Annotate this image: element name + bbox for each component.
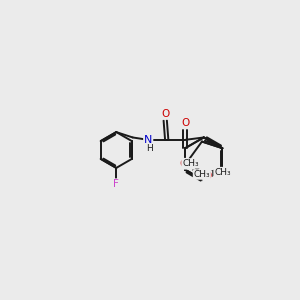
Text: O: O xyxy=(181,118,189,128)
Text: O: O xyxy=(203,171,212,182)
Text: H: H xyxy=(146,144,153,153)
Text: N: N xyxy=(144,135,152,145)
Text: F: F xyxy=(113,179,119,189)
Text: O: O xyxy=(161,109,170,119)
Text: CH₃: CH₃ xyxy=(214,168,231,177)
Text: O: O xyxy=(179,159,188,169)
Text: CH₃: CH₃ xyxy=(182,159,199,168)
Text: CH₃: CH₃ xyxy=(194,170,210,179)
